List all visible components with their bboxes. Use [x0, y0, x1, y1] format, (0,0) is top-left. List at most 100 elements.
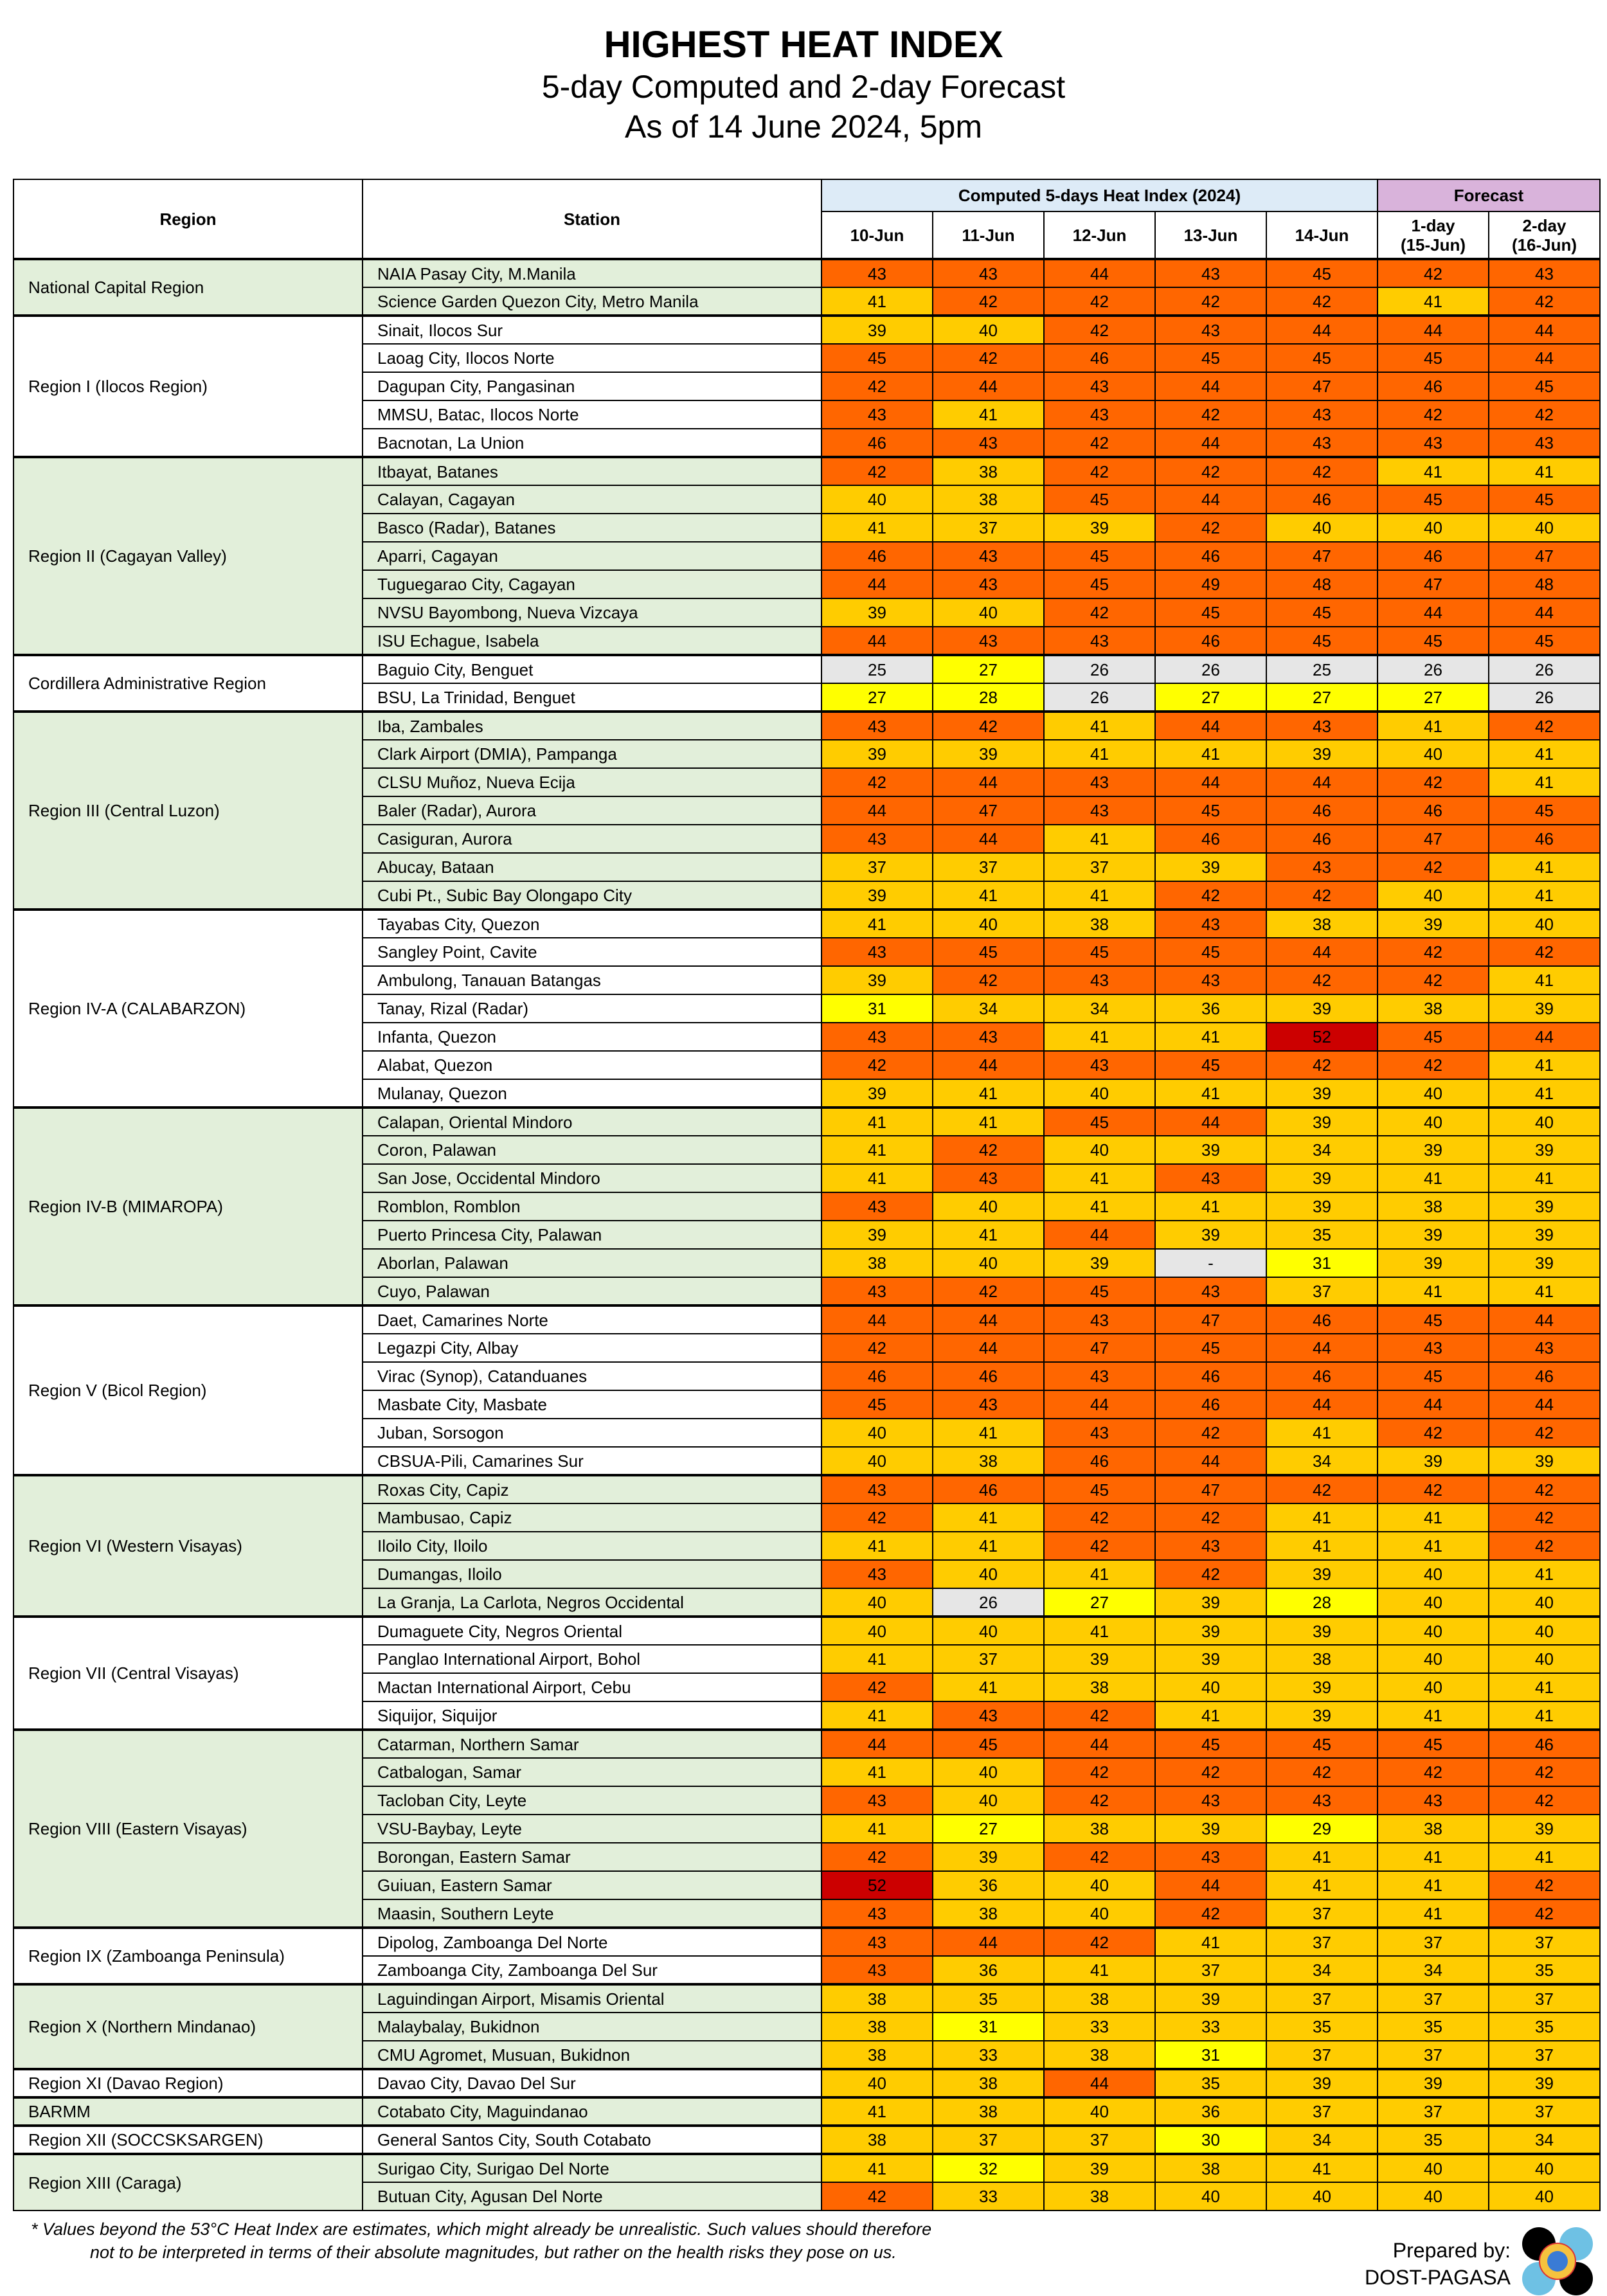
heat-index-value: 41	[1266, 1870, 1378, 1900]
table-row: Catbalogan, Samar 41 40 42 42 42 42 42	[13, 1757, 1601, 1787]
table-row: Laoag City, Ilocos Norte 45 42 46 45 45 45 44	[13, 343, 1601, 373]
table-row: Baler (Radar), Aurora 44 47 43 45 46 46 45	[13, 796, 1601, 825]
heat-index-value: 43	[1154, 1277, 1267, 1306]
heat-index-value: 40	[932, 1559, 1045, 1589]
forecast-value: 44	[1377, 598, 1489, 627]
heat-index-value: 43	[1043, 1304, 1156, 1334]
station-cell: Baler (Radar), Aurora	[362, 796, 822, 825]
heat-index-value: 42	[1043, 314, 1156, 345]
pagasa-logo	[1522, 2227, 1593, 2295]
station-cell: Aparri, Cagayan	[362, 541, 822, 571]
heat-index-value: 31	[1266, 1248, 1378, 1278]
heat-index-value: 45	[821, 1390, 933, 1419]
heat-index-value: 34	[932, 994, 1045, 1023]
heat-index-value: 39	[821, 1220, 933, 1250]
forecast-value: 40	[1488, 908, 1601, 938]
forecast-value: 40	[1377, 2153, 1489, 2183]
heat-index-value: 45	[1154, 343, 1267, 373]
table-row: San Jose, Occidental Mindoro 41 43 41 43 39 41…	[13, 1163, 1601, 1193]
station-cell: La Granja, La Carlota, Negros Occidental	[362, 1588, 822, 1617]
heat-index-value: 43	[932, 1022, 1045, 1052]
heat-index-value: 40	[932, 1786, 1045, 1815]
heat-index-value: 41	[1266, 1842, 1378, 1872]
heat-index-value: 42	[1266, 881, 1378, 910]
region-cell: Region VIII (Eastern Visayas)	[13, 1728, 363, 1928]
forecast-value: 41	[1377, 1899, 1489, 1928]
heat-index-value: 34	[1266, 2124, 1378, 2155]
station-cell: Casiguran, Aurora	[362, 824, 822, 854]
table-row: Tacloban City, Leyte 43 40 42 43 43 43 42	[13, 1786, 1601, 1815]
forecast-value: 45	[1377, 1361, 1489, 1391]
station-cell: Baguio City, Benguet	[362, 654, 822, 684]
heat-index-value: 38	[1154, 2153, 1267, 2183]
station-cell: Roxas City, Capiz	[362, 1474, 822, 1504]
heat-index-value: 42	[1154, 400, 1267, 429]
heat-index-value: 41	[1266, 1418, 1378, 1448]
heat-index-value: 39	[1154, 1983, 1267, 2013]
forecast-value: 34	[1488, 2124, 1601, 2155]
heat-index-value: 44	[1043, 2068, 1156, 2098]
table-row: Infanta, Quezon 43 43 41 41 52 45 44	[13, 1022, 1601, 1052]
forecast-value: 41	[1488, 1163, 1601, 1193]
heat-index-value: 42	[821, 2182, 933, 2211]
heat-index-value: 41	[932, 1531, 1045, 1561]
table-row: Alabat, Quezon 42 44 43 45 42 42 41	[13, 1050, 1601, 1080]
heat-index-value: 39	[1154, 1588, 1267, 1617]
heat-index-value: 46	[1043, 343, 1156, 373]
heat-index-value: 43	[932, 1390, 1045, 1419]
heat-index-value: 41	[932, 1673, 1045, 1702]
heat-index-value: 37	[1154, 1955, 1267, 1985]
heat-index-value: 40	[932, 314, 1045, 345]
forecast-value: 37	[1377, 2040, 1489, 2070]
heat-index-value: 39	[1266, 1615, 1378, 1646]
prepared-by: Prepared by: DOST-PAGASA	[1365, 2237, 1511, 2291]
heat-index-value: 47	[1154, 1474, 1267, 1504]
forecast-value: 41	[1377, 1701, 1489, 1730]
heat-index-value: 43	[1266, 1786, 1378, 1815]
station-cell: Sinait, Ilocos Sur	[362, 314, 822, 345]
forecast-value: 44	[1488, 598, 1601, 627]
heat-index-value: 39	[1154, 1644, 1267, 1674]
station-cell: ISU Echague, Isabela	[362, 626, 822, 656]
forecast-value: 41	[1488, 1842, 1601, 1872]
heat-index-value: 44	[821, 1728, 933, 1759]
region-cell: Region VII (Central Visayas)	[13, 1615, 363, 1730]
heat-index-value: 47	[1154, 1304, 1267, 1334]
forecast-value: 41	[1377, 1870, 1489, 1900]
heat-index-value: 42	[821, 767, 933, 797]
table-row: Sangley Point, Cavite 43 45 45 45 44 42 42	[13, 937, 1601, 967]
day-header: 14-Jun	[1266, 211, 1378, 260]
heat-index-value: 43	[1043, 372, 1156, 401]
station-cell: Catarman, Northern Samar	[362, 1728, 822, 1759]
heat-index-value: 44	[932, 1050, 1045, 1080]
heat-index-value: 33	[932, 2040, 1045, 2070]
heat-index-value: 46	[821, 428, 933, 458]
heat-index-value: 32	[932, 2153, 1045, 2183]
heat-index-value: 38	[1043, 2040, 1156, 2070]
heat-index-value: 41	[821, 1644, 933, 1674]
heat-index-value: 42	[932, 1135, 1045, 1165]
station-cell: VSU-Baybay, Leyte	[362, 1814, 822, 1843]
heat-index-value: 34	[1266, 1135, 1378, 1165]
table-row: Guiuan, Eastern Samar 52 36 40 44 41 41 42	[13, 1870, 1601, 1900]
heat-index-value: 41	[821, 287, 933, 316]
heat-index-value: 44	[932, 824, 1045, 854]
footnote-line: not to be interpreted in terms of their …	[90, 2243, 897, 2262]
forecast-value: 40	[1377, 739, 1489, 769]
heat-index-value: 41	[1043, 1022, 1156, 1052]
heat-index-value: 26	[932, 1588, 1045, 1617]
heat-index-value: 45	[1266, 343, 1378, 373]
heat-index-value: 42	[821, 372, 933, 401]
heat-index-value: 45	[1154, 1333, 1267, 1363]
station-cell: Mactan International Airport, Cebu	[362, 1673, 822, 1702]
heat-index-value: 41	[932, 1418, 1045, 1448]
forecast-value: 37	[1377, 2096, 1489, 2126]
forecast-value: 41	[1377, 1163, 1489, 1193]
forecast-value: 41	[1377, 1842, 1489, 1872]
heat-index-value: 43	[1154, 1531, 1267, 1561]
heat-index-value: 45	[1043, 1474, 1156, 1504]
forecast-value: 43	[1377, 1333, 1489, 1363]
forecast-value: 42	[1377, 852, 1489, 882]
heat-index-value: 41	[1043, 739, 1156, 769]
forecast-value: 42	[1377, 258, 1489, 288]
